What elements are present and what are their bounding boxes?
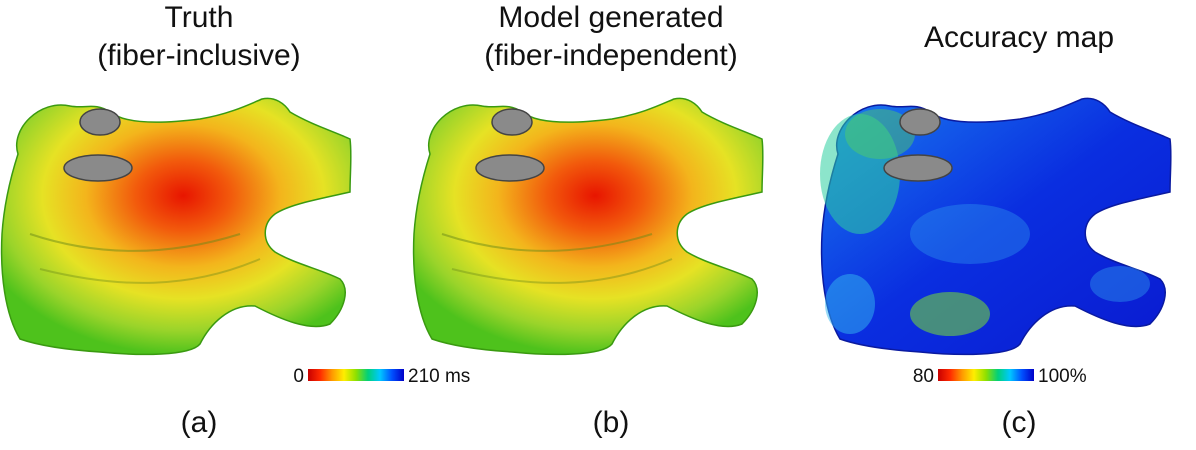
valve-opening-upper — [899, 108, 941, 136]
panel-accuracy-map: Accuracy map (c) — [820, 0, 1196, 450]
atrium-activation-map — [0, 97, 352, 356]
panel-subtitle: (fiber-independent) — [484, 39, 738, 72]
atrium-activation-map — [412, 97, 764, 356]
panel-caption: (a) — [180, 406, 218, 439]
colorbar-gradient — [308, 369, 404, 381]
valve-opening-lower — [883, 154, 953, 182]
panel-model-generated: Model generated (fiber-independent) (b) — [412, 0, 810, 450]
atrium-accuracy-map — [820, 97, 1172, 356]
panel-subtitle: (fiber-inclusive) — [97, 39, 301, 72]
accuracy-colorbar: 80 100% — [884, 366, 1144, 387]
panel-title: Accuracy map — [923, 21, 1115, 54]
valve-opening-lower — [63, 154, 133, 182]
panel-caption: (c) — [1001, 406, 1037, 439]
valve-opening-lower — [475, 154, 545, 182]
panel-title: Truth — [164, 1, 234, 34]
valve-opening-upper — [491, 108, 533, 136]
colorbar-gradient — [938, 369, 1034, 381]
panel-truth: Truth (fiber-inclusive) (a) — [0, 0, 398, 450]
colorbar-min-label: 80 — [912, 366, 934, 387]
colorbar-max-label: 210 ms — [408, 366, 471, 387]
activation-time-colorbar: 0 210 ms — [268, 366, 528, 387]
valve-opening-upper — [79, 108, 121, 136]
colorbar-min-label: 0 — [293, 366, 304, 387]
panel-title: Model generated — [498, 1, 724, 34]
panel-caption: (b) — [592, 406, 630, 439]
colorbar-max-label: 100% — [1038, 366, 1087, 387]
